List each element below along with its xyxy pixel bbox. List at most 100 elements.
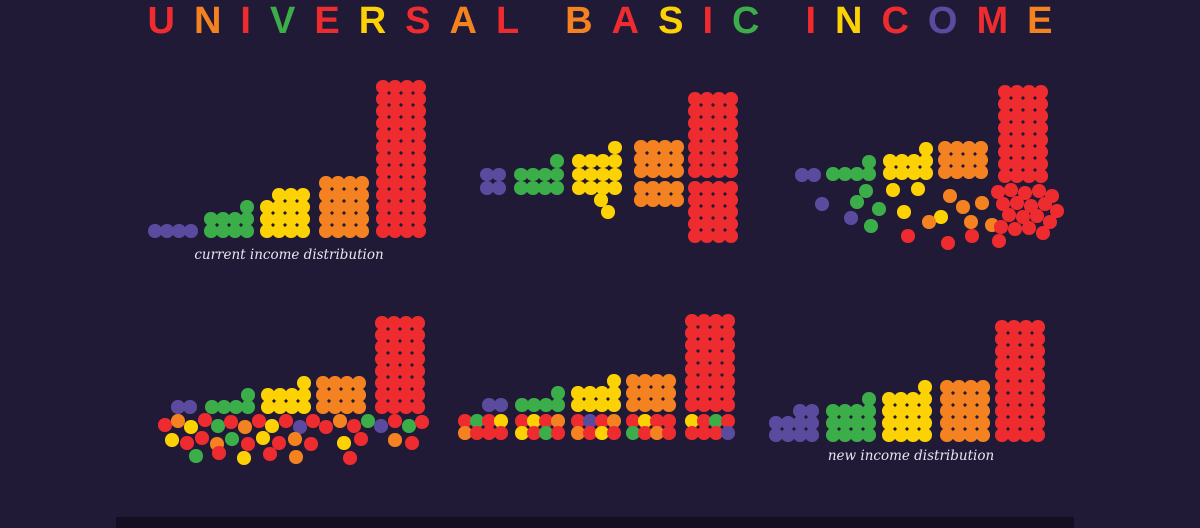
- dot-red: [662, 414, 676, 428]
- dot-yellow: [272, 188, 286, 202]
- dot-green: [204, 224, 218, 238]
- dot-purple: [583, 414, 597, 428]
- dot-red: [685, 426, 699, 440]
- dot-red: [400, 176, 414, 190]
- dot-red: [388, 414, 402, 428]
- dot-red: [724, 104, 738, 118]
- dot-red: [697, 338, 711, 352]
- dot-red: [1034, 169, 1048, 183]
- dot-red: [1010, 85, 1024, 99]
- dot-orange: [551, 414, 565, 428]
- dot-red: [712, 128, 726, 142]
- dot-red: [388, 80, 402, 94]
- dot-red: [1031, 416, 1045, 430]
- dot-green: [550, 167, 564, 182]
- dot-red: [709, 386, 723, 400]
- dot-red: [697, 414, 711, 428]
- dot-green: [550, 181, 564, 195]
- dot-red: [411, 328, 425, 342]
- dot-red: [412, 152, 426, 166]
- dot-green: [550, 154, 564, 168]
- dot-red: [354, 432, 368, 446]
- dot-red: [375, 316, 389, 330]
- dot-yellow: [261, 400, 275, 414]
- dot-green: [515, 398, 529, 412]
- dot-yellow: [919, 142, 933, 156]
- dot-red: [685, 326, 699, 340]
- dot-green: [862, 155, 876, 169]
- dot-purple: [482, 398, 496, 412]
- dot-red: [685, 374, 699, 388]
- dot-red: [180, 436, 194, 450]
- dot-red: [662, 426, 676, 440]
- dot-purple: [492, 167, 506, 182]
- dot-red: [709, 398, 723, 412]
- dot-purple: [183, 400, 197, 414]
- dot-red: [412, 104, 426, 118]
- dot-green: [402, 419, 416, 433]
- dot-red: [995, 320, 1009, 334]
- title-letter: S: [405, 0, 431, 42]
- dot-red: [712, 193, 726, 207]
- dot-yellow: [906, 392, 920, 406]
- dot-yellow: [894, 428, 908, 442]
- dot-red: [1010, 97, 1024, 111]
- dot-red: [376, 80, 390, 94]
- dot-red: [1007, 380, 1021, 394]
- dot-red: [272, 436, 286, 450]
- dot-red: [697, 426, 711, 440]
- dot-green: [838, 416, 852, 430]
- dot-red: [626, 414, 640, 428]
- dot-green: [526, 167, 540, 182]
- dot-red: [724, 205, 738, 219]
- dot-red: [688, 193, 702, 207]
- dot-red: [1036, 226, 1050, 240]
- dot-green: [864, 219, 878, 233]
- dot-yellow: [608, 140, 622, 155]
- dot-yellow: [608, 181, 622, 195]
- dot-red: [1019, 356, 1033, 370]
- dot-yellow: [237, 451, 251, 465]
- dot-red: [721, 326, 735, 340]
- dot-green: [539, 426, 553, 440]
- dot-red: [995, 332, 1009, 346]
- dot-red: [724, 128, 738, 142]
- dot-red: [400, 200, 414, 214]
- dot-orange: [950, 165, 964, 179]
- dot-yellow: [184, 420, 198, 434]
- dot-red: [411, 400, 425, 414]
- dot-red: [388, 92, 402, 106]
- dot-red: [901, 229, 915, 243]
- dot-yellow: [260, 200, 274, 214]
- dot-red: [724, 140, 738, 154]
- dot-green: [551, 398, 565, 412]
- dot-yellow: [906, 428, 920, 442]
- dot-red: [688, 152, 702, 166]
- dot-red: [411, 352, 425, 366]
- dot-red: [685, 350, 699, 364]
- dot-red: [400, 80, 414, 94]
- dot-orange: [940, 380, 954, 394]
- dot-purple: [492, 181, 506, 195]
- dot-yellow: [894, 416, 908, 430]
- dot-red: [721, 338, 735, 352]
- dot-green: [361, 414, 375, 428]
- dot-red: [1031, 428, 1045, 442]
- dot-red: [1031, 380, 1045, 394]
- dot-orange: [938, 153, 952, 167]
- dot-yellow: [337, 436, 351, 450]
- dot-red: [388, 188, 402, 202]
- title-letter: I: [240, 0, 251, 42]
- dot-yellow: [906, 404, 920, 418]
- dot-red: [1031, 368, 1045, 382]
- dot-red: [685, 338, 699, 352]
- dot-orange: [974, 153, 988, 167]
- dot-red: [638, 426, 652, 440]
- dot-yellow: [296, 212, 310, 226]
- title-letter: N: [835, 0, 863, 42]
- title-letter: B: [565, 0, 593, 42]
- dot-orange: [333, 414, 347, 428]
- dot-red: [697, 374, 711, 388]
- dot-red: [688, 217, 702, 231]
